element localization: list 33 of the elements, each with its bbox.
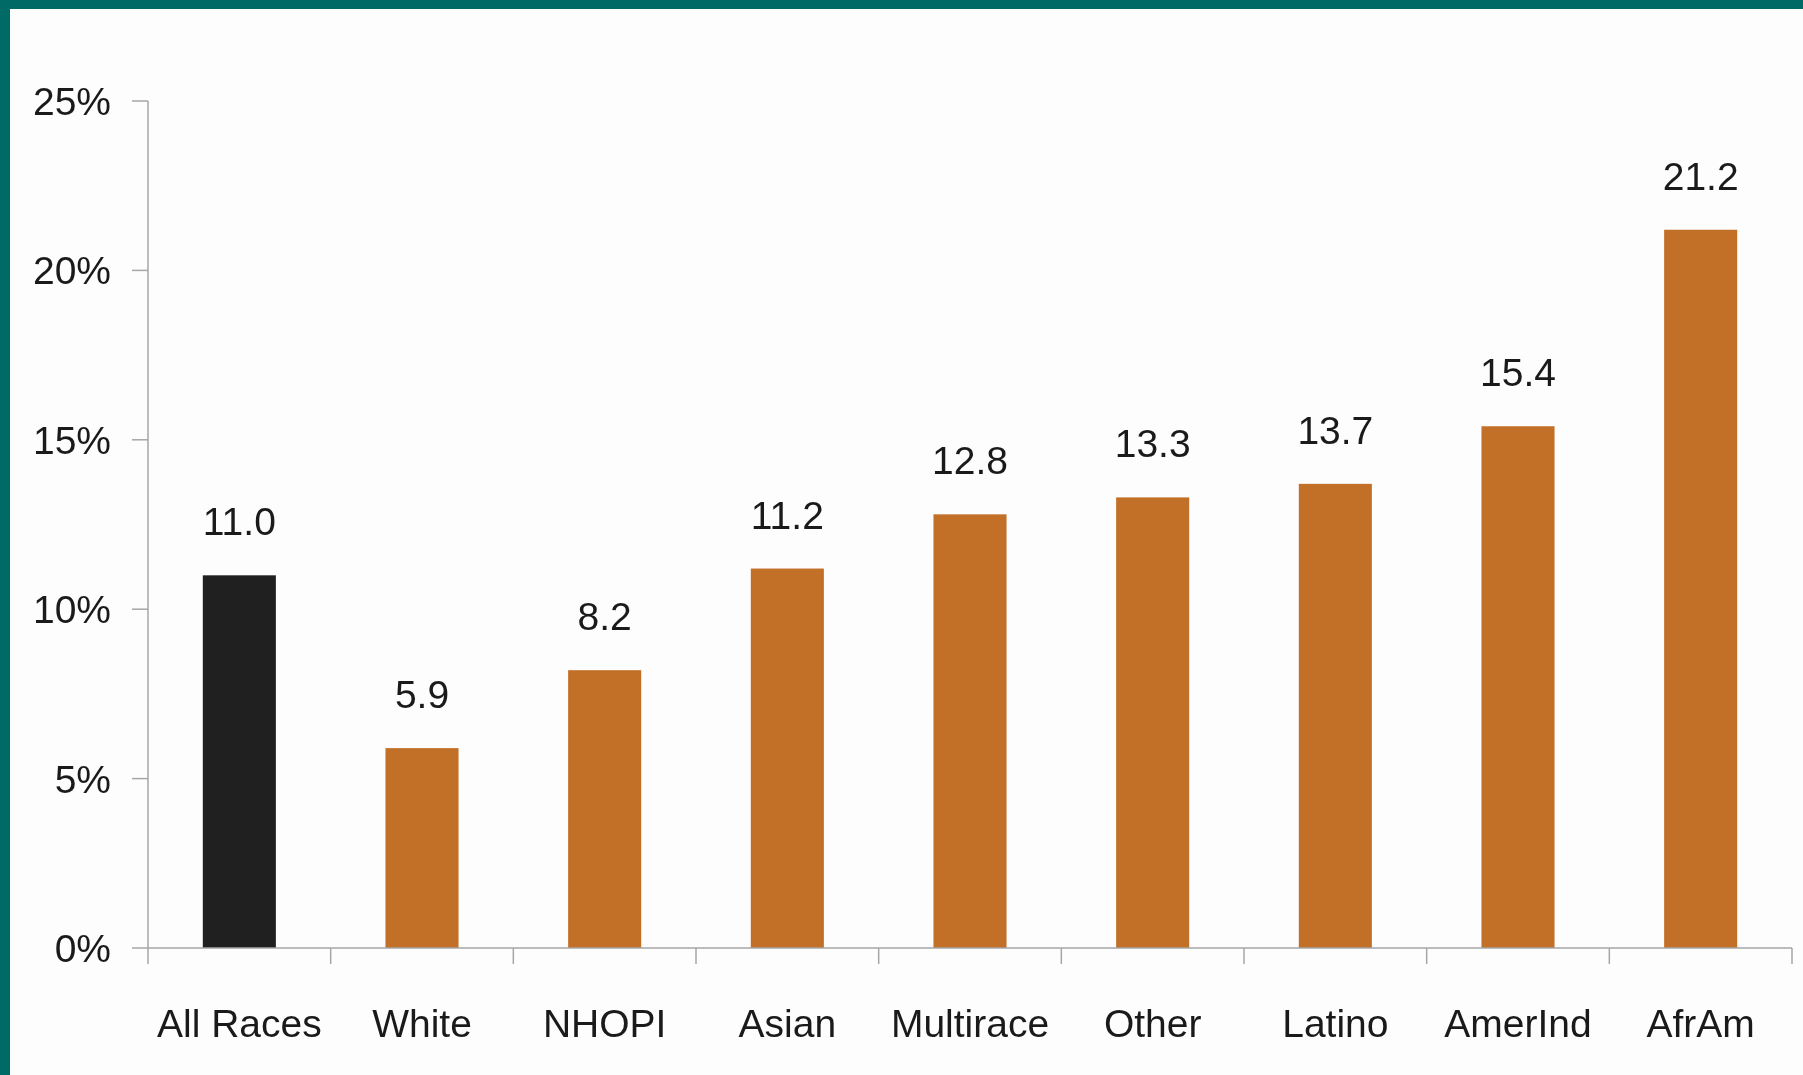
- bar: [1481, 426, 1555, 948]
- data-label: 15.4: [1480, 351, 1556, 395]
- data-label: 13.3: [1114, 422, 1191, 466]
- bar: [568, 670, 642, 948]
- bar: [385, 748, 459, 948]
- x-tick-label: Multirace: [890, 1002, 1050, 1045]
- y-tick-label: 0%: [54, 927, 111, 971]
- bar: [750, 568, 824, 948]
- data-label: 8.2: [577, 595, 632, 639]
- bar: [1664, 229, 1738, 948]
- y-tick-label: 5%: [54, 757, 111, 801]
- x-tick-label: Latino: [1282, 1002, 1389, 1045]
- x-tick-label: Asian: [738, 1002, 837, 1045]
- y-tick-label: 10%: [32, 588, 111, 632]
- data-label: 11.0: [202, 500, 276, 544]
- bar: [1116, 497, 1190, 948]
- y-tick-label: 25%: [32, 80, 111, 124]
- x-tick-label: AmerInd: [1444, 1002, 1592, 1045]
- data-label: 12.8: [932, 439, 1008, 483]
- x-tick-label: NHOPI: [542, 1002, 667, 1045]
- x-tick-label: AfrAm: [1646, 1002, 1755, 1045]
- data-label: 11.2: [750, 493, 824, 537]
- data-label: 5.9: [394, 673, 450, 717]
- bar: [202, 575, 276, 948]
- bar: [1298, 483, 1372, 948]
- x-tick-label: White: [372, 1002, 472, 1045]
- y-tick-label: 15%: [32, 418, 111, 462]
- x-tick-label: All Races: [156, 1002, 322, 1045]
- x-tick-label: Other: [1103, 1002, 1202, 1045]
- data-label: 13.7: [1297, 408, 1374, 452]
- y-tick-label: 20%: [32, 249, 111, 293]
- bar: [933, 514, 1007, 948]
- data-label: 21.2: [1662, 154, 1739, 198]
